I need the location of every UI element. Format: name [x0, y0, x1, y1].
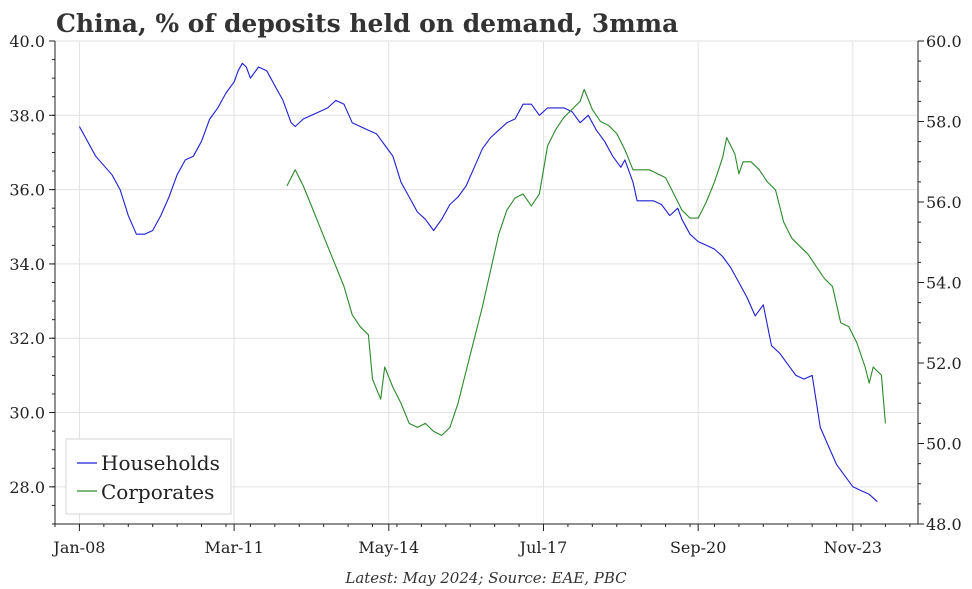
tick-label-left: 36.0	[9, 181, 45, 200]
tick-label-left: 30.0	[9, 404, 45, 423]
tick-label-right: 52.0	[926, 354, 962, 373]
source-note: Latest: May 2024; Source: EAE, PBC	[344, 569, 627, 587]
series-line-corporates	[286, 88, 886, 436]
tick-label-right: 56.0	[926, 193, 962, 212]
gridlines	[55, 40, 918, 524]
tick-label-left: 38.0	[9, 106, 45, 125]
tick-label-right: 48.0	[926, 515, 962, 534]
tick-label-right: 50.0	[926, 435, 962, 454]
tick-label-left: 28.0	[9, 478, 45, 497]
tick-label-left: 32.0	[9, 329, 45, 348]
legend-label-corporates: Corporates	[101, 480, 214, 504]
tick-label-x: Jan-08	[51, 538, 105, 557]
tick-label-right: 54.0	[926, 274, 962, 293]
chart-title: China, % of deposits held on demand, 3mm…	[56, 9, 678, 38]
tick-label-left: 40.0	[9, 32, 45, 51]
tick-label-right: 60.0	[926, 32, 962, 51]
series-layer	[78, 62, 886, 503]
legend-label-households: Households	[101, 451, 220, 475]
tick-label-x: Mar-11	[204, 538, 263, 557]
tick-label-x: Sep-20	[670, 538, 726, 557]
axes: 28.0 30.0 32.0 34.0 36.0 38.0 40.0 48.0 50.0 52.0…	[9, 32, 961, 557]
tick-label-x: May-14	[358, 538, 419, 557]
tick-label-left: 34.0	[9, 255, 45, 274]
legend: Households Corporates	[65, 438, 232, 515]
tick-label-x: Jul-17	[518, 538, 568, 557]
tick-label-right: 58.0	[926, 113, 962, 132]
tick-label-x: Nov-23	[824, 538, 882, 557]
legend-box	[65, 438, 232, 515]
series-line-households	[78, 62, 878, 503]
